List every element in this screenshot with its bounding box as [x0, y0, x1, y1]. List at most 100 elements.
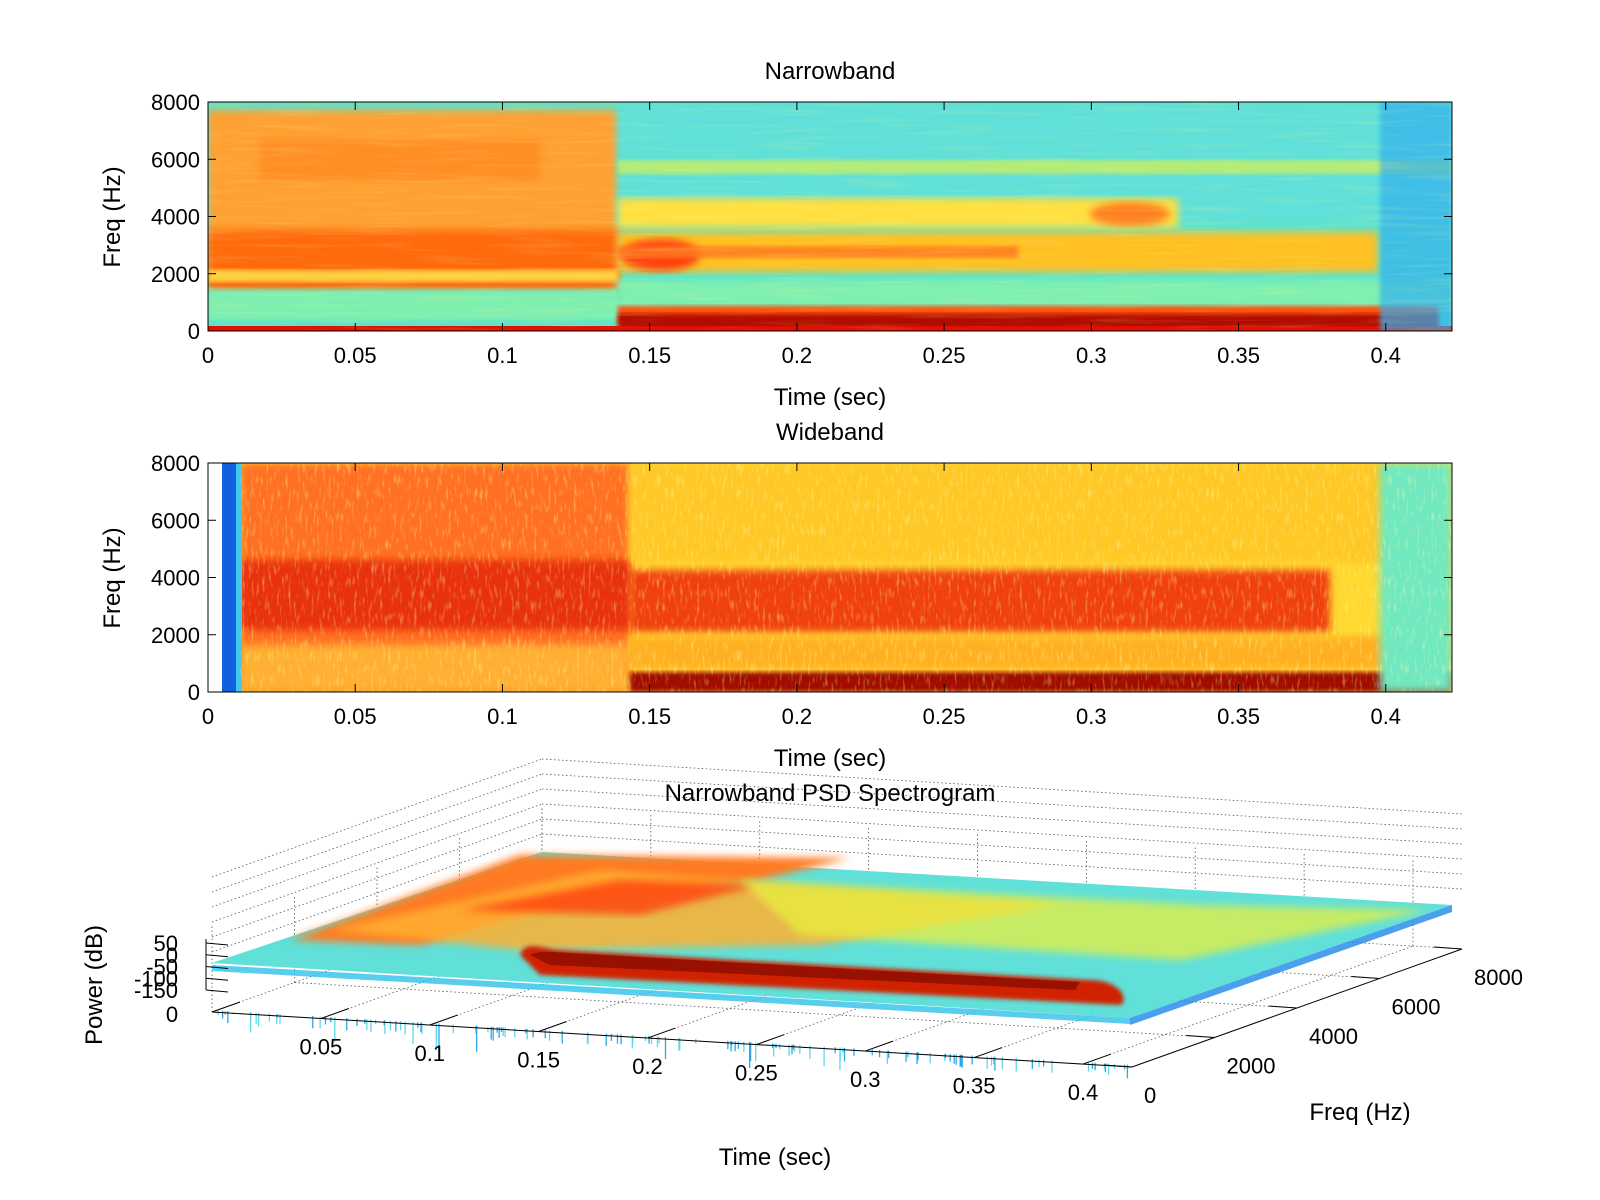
nb-x-tick-label: 0.25 — [923, 343, 966, 368]
wb-x-tick-label: 0.35 — [1217, 704, 1260, 729]
wb-y-tick-label: 2000 — [151, 623, 200, 648]
wb-x-tick-label: 0 — [202, 704, 214, 729]
psd-time-tick-label: 0.25 — [735, 1061, 778, 1086]
wideband-panel: Wideband 0 0.05 0.1 0.15 0.2 0.25 0.3 0.35 0.4 0… — [99, 419, 1453, 772]
psd-time-tick-label: 0.05 — [299, 1035, 342, 1060]
psd-gridline — [541, 773, 1463, 830]
psd-freq-tick — [1268, 1005, 1298, 1009]
psd-power-tick — [205, 942, 229, 946]
wideband-y-label: Freq (Hz) — [99, 527, 126, 628]
wb-x-tick-label: 0.3 — [1076, 704, 1107, 729]
psd-power-tick-label: -100 — [134, 966, 178, 991]
psd-power-axis: 500-50-100-150 — [134, 931, 229, 1003]
psd-gridline — [211, 773, 543, 893]
wb-y-tick-label: 8000 — [151, 451, 200, 476]
nb-x-tick-label: 0 — [202, 343, 214, 368]
psd-time-tick — [429, 1014, 458, 1026]
psd-gridline — [211, 803, 543, 923]
nb-x-tick-label: 0.15 — [628, 343, 671, 368]
wideband-y-axis: 0 2000 4000 6000 8000 — [151, 451, 1452, 705]
wb-y-tick-label: 6000 — [151, 508, 200, 533]
psd-surface-red-band — [460, 880, 760, 915]
psd-time-tick-label: 0.3 — [850, 1067, 881, 1092]
psd-gridline — [1082, 945, 1414, 1065]
psd-freq-tick-label: 6000 — [1392, 995, 1441, 1020]
psd-power-tick — [205, 977, 229, 981]
psd-time-tick — [756, 1034, 785, 1046]
narrowband-x-label: Time (sec) — [774, 384, 886, 411]
psd-freq-tick — [1433, 946, 1463, 950]
psd-power-tick-label: 50 — [154, 931, 178, 956]
psd-time-axis-line — [211, 1011, 1133, 1068]
narrowband-panel: Narrowband 0 0.05 0.1 0.15 0.2 0.25 0.3 0 — [99, 58, 1453, 411]
psd-gridline — [541, 788, 1463, 845]
narrowband-title: Narrowband — [765, 58, 896, 85]
psd-time-tick-label: 0.4 — [1068, 1080, 1099, 1105]
psd-freq-tick-label: 2000 — [1227, 1054, 1276, 1079]
narrowband-x-axis: 0 0.05 0.1 0.15 0.2 0.25 0.3 0.35 0.4 — [202, 102, 1401, 368]
psd-title: Narrowband PSD Spectrogram — [665, 780, 996, 807]
psd-time-axis: 0 0.05 0.1 0.15 0.2 0.25 0.3 0.35 0.4 — [166, 1001, 1133, 1105]
nb-x-tick-label: 0.05 — [334, 343, 377, 368]
psd-gridline — [541, 803, 1463, 860]
psd-gridline — [211, 758, 543, 878]
psd-power-tick-label: -50 — [146, 955, 178, 980]
psd-freq-axis: 0 2000 4000 6000 8000 — [1103, 946, 1523, 1108]
nb-y-tick-label: 4000 — [151, 205, 200, 230]
psd-time-tick — [538, 1021, 567, 1032]
psd-freq-tick-label: 0 — [1144, 1083, 1156, 1108]
psd-z-label: Power (dB) — [81, 925, 108, 1045]
psd-time-tick-label: 0.35 — [953, 1074, 996, 1099]
nb-x-tick-label: 0.1 — [487, 343, 518, 368]
wb-y-tick-label: 4000 — [151, 566, 200, 591]
psd-gridline — [541, 818, 1463, 875]
narrowband-y-axis: 0 2000 4000 6000 8000 — [151, 90, 1452, 344]
psd-surface — [212, 852, 1452, 1079]
psd-time-tick — [865, 1040, 894, 1052]
psd-gridline — [541, 833, 1463, 890]
psd-freq-tick — [1103, 1064, 1133, 1068]
psd-time-tick-label: 0.2 — [632, 1054, 663, 1079]
psd-freq-tick-label: 4000 — [1309, 1024, 1358, 1049]
wideband-x-label: Time (sec) — [774, 745, 886, 772]
nb-x-tick-label: 0.35 — [1217, 343, 1260, 368]
psd-surface-low-ridge-core — [530, 951, 1080, 990]
psd-power-tick — [205, 989, 229, 993]
narrowband-heatmap — [208, 102, 1452, 331]
wideband-x-axis: 0 0.05 0.1 0.15 0.2 0.25 0.3 0.35 0.4 — [202, 463, 1401, 729]
psd-time-tick — [320, 1008, 350, 1019]
wb-x-tick-label: 0.15 — [628, 704, 671, 729]
psd-power-tick — [205, 966, 229, 969]
psd-surface-panel: Narrowband PSD Spectrogram 00.05 0.1 0.15 0… — [81, 758, 1523, 1171]
wb-x-tick-label: 0.2 — [782, 704, 813, 729]
narrowband-y-label: Freq (Hz) — [99, 166, 126, 267]
psd-x-label: Time (sec) — [719, 1144, 831, 1171]
wideband-heatmap — [208, 463, 1452, 692]
psd-time-tick-label: 0.1 — [414, 1041, 445, 1066]
psd-power-tick-label: -150 — [134, 978, 178, 1003]
psd-gridline — [211, 818, 543, 938]
wb-y-tick-label: 0 — [188, 680, 200, 705]
psd-time-tick — [1082, 1053, 1112, 1065]
nb-x-tick-label: 0.3 — [1076, 343, 1107, 368]
psd-time-tick-label: 0 — [166, 1002, 178, 1027]
wb-x-tick-label: 0.1 — [487, 704, 518, 729]
nb-y-tick-label: 6000 — [151, 147, 200, 172]
psd-time-tick-label: 0.15 — [517, 1048, 560, 1073]
psd-time-tick — [973, 1047, 1003, 1059]
psd-freq-tick — [1351, 976, 1380, 979]
nb-y-tick-label: 0 — [188, 319, 200, 344]
psd-y-label: Freq (Hz) — [1309, 1099, 1410, 1126]
psd-gridline — [211, 833, 543, 953]
wb-x-tick-label: 0.05 — [334, 704, 377, 729]
nb-x-tick-label: 0.2 — [782, 343, 813, 368]
psd-gridline — [541, 758, 1463, 815]
psd-power-tick — [205, 954, 229, 958]
psd-gridline — [211, 788, 543, 908]
wb-x-tick-label: 0.25 — [923, 704, 966, 729]
psd-surface-yellow-band — [740, 880, 1430, 960]
nb-y-tick-label: 8000 — [151, 90, 200, 115]
psd-freq-tick-label: 8000 — [1474, 965, 1523, 990]
psd-gridline — [294, 982, 1215, 1038]
